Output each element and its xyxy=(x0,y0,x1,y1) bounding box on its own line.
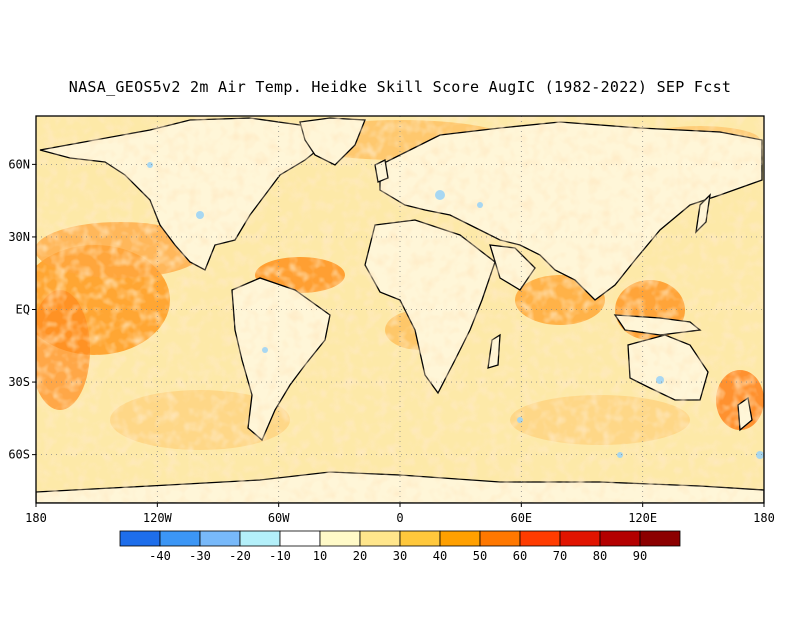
x-tick-label: 60W xyxy=(268,511,290,525)
colorbar-swatch xyxy=(159,530,201,547)
y-tick-label: EQ xyxy=(16,303,30,317)
x-tick-label: 0 xyxy=(396,511,403,525)
colorbar-label: -30 xyxy=(189,549,211,563)
colorbar-label: 70 xyxy=(553,549,567,563)
y-tick-label: 30S xyxy=(8,375,30,389)
colorbar-swatch xyxy=(359,530,401,547)
colorbar-swatch xyxy=(279,530,321,547)
y-tick-label: 30N xyxy=(8,230,30,244)
map-plot-area xyxy=(36,116,764,503)
x-tick-label: 60E xyxy=(510,511,532,525)
colorbar-swatch xyxy=(439,530,481,547)
map-title: NASA_GEOS5v2 2m Air Temp. Heidke Skill S… xyxy=(68,78,732,96)
colorbar-swatch xyxy=(599,530,641,547)
colorbar-label: 50 xyxy=(473,549,487,563)
colorbar-swatch xyxy=(399,530,441,547)
colorbar-label: -40 xyxy=(149,549,171,563)
colorbar-label: 80 xyxy=(593,549,607,563)
colorbar-swatch xyxy=(479,530,521,547)
skill-texture xyxy=(36,116,764,503)
x-tick-label: 120W xyxy=(143,511,173,525)
colorbar-swatch xyxy=(639,530,681,547)
y-tick-label: 60N xyxy=(8,157,30,171)
colorbar: -40 -30 -20 -10 10 20 30 40 50 60 70 80 90 xyxy=(119,530,681,563)
colorbar-swatch xyxy=(319,530,361,547)
negative-skill-spots xyxy=(147,162,764,459)
x-tick-label: 120E xyxy=(628,511,657,525)
colorbar-label: 40 xyxy=(433,549,447,563)
colorbar-label: 90 xyxy=(633,549,647,563)
colorbar-label: 60 xyxy=(513,549,527,563)
colorbar-label: 10 xyxy=(313,549,327,563)
colorbar-swatch xyxy=(239,530,281,547)
colorbar-swatch xyxy=(559,530,601,547)
colorbar-swatch xyxy=(519,530,561,547)
y-tick-label: 60S xyxy=(8,448,30,462)
axis-ticks: 180 120W 60W 0 60E 120E 180 60N 30N EQ 30S 60S xyxy=(8,157,775,525)
colorbar-label: 30 xyxy=(393,549,407,563)
colorbar-label: -10 xyxy=(269,549,291,563)
colorbar-label: -20 xyxy=(229,549,251,563)
colorbar-swatch xyxy=(199,530,241,547)
x-tick-label: 180 xyxy=(25,511,47,525)
colorbar-label: 20 xyxy=(353,549,367,563)
colorbar-swatch xyxy=(119,530,161,547)
x-tick-label: 180 xyxy=(753,511,775,525)
